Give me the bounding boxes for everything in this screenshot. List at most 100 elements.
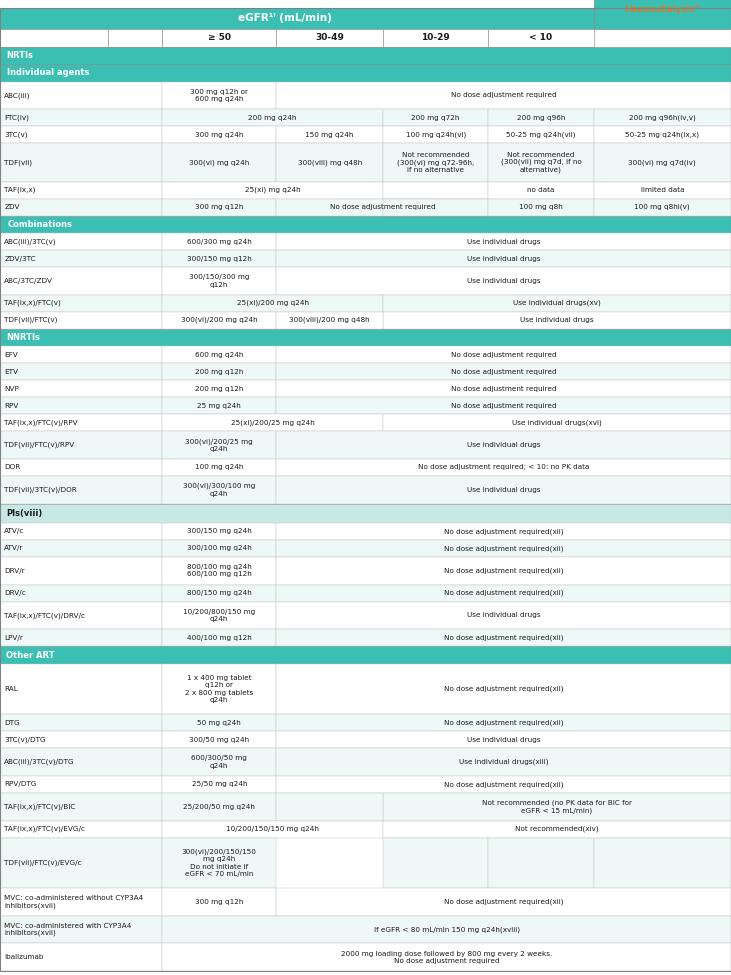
FancyBboxPatch shape <box>276 748 731 776</box>
Text: 200 mg q72h: 200 mg q72h <box>412 115 460 121</box>
Text: 300(vi) mg q24h: 300(vi) mg q24h <box>189 159 249 166</box>
Text: No dose adjustment required: No dose adjustment required <box>451 386 556 392</box>
Text: ZDV/3TC: ZDV/3TC <box>4 255 36 261</box>
FancyBboxPatch shape <box>0 731 162 748</box>
Text: limited data: limited data <box>640 187 684 193</box>
FancyBboxPatch shape <box>276 459 731 476</box>
Text: NVP: NVP <box>4 386 19 392</box>
Text: DRV/c: DRV/c <box>4 590 26 596</box>
Text: Use individual drugs: Use individual drugs <box>467 239 540 245</box>
Text: DTG: DTG <box>4 720 20 725</box>
Text: 50-25 mg q24h(ix,x): 50-25 mg q24h(ix,x) <box>625 132 700 138</box>
Text: No dose adjustment required: No dose adjustment required <box>451 93 556 98</box>
Text: No dose adjustment required(xii): No dose adjustment required(xii) <box>444 528 564 534</box>
Text: LPV/r: LPV/r <box>4 635 23 641</box>
Text: Not recommended (no PK data for BIC for
eGFR < 15 mL/min): Not recommended (no PK data for BIC for … <box>482 800 632 814</box>
Text: Individual agents: Individual agents <box>7 68 90 77</box>
FancyBboxPatch shape <box>276 776 731 793</box>
FancyBboxPatch shape <box>162 414 383 431</box>
Text: 800/150 mg q24h: 800/150 mg q24h <box>187 590 251 596</box>
Text: 150 mg q24h: 150 mg q24h <box>306 132 354 137</box>
Text: No dose adjustment required(xii): No dose adjustment required(xii) <box>444 781 564 788</box>
Text: 25(xi)/200 mg q24h: 25(xi)/200 mg q24h <box>237 300 308 306</box>
Text: RPV/DTG: RPV/DTG <box>4 781 37 788</box>
FancyBboxPatch shape <box>162 250 276 267</box>
FancyBboxPatch shape <box>0 29 108 47</box>
FancyBboxPatch shape <box>276 431 731 459</box>
Text: 100 mg q24h: 100 mg q24h <box>195 464 243 470</box>
Text: eGFR¹ᴵ (mL/min): eGFR¹ᴵ (mL/min) <box>238 14 332 23</box>
FancyBboxPatch shape <box>0 294 162 312</box>
Text: No dose adjustment required: No dose adjustment required <box>451 369 556 374</box>
Text: No dose adjustment required(xii): No dose adjustment required(xii) <box>444 545 564 552</box>
Text: MVC: co-administered with CYP3A4
inhibitors(xvii): MVC: co-administered with CYP3A4 inhibit… <box>4 922 132 936</box>
Text: 3TC(v)/DTG: 3TC(v)/DTG <box>4 736 46 743</box>
FancyBboxPatch shape <box>0 199 162 215</box>
FancyBboxPatch shape <box>0 267 162 294</box>
Text: Use individual drugs: Use individual drugs <box>467 278 540 284</box>
FancyBboxPatch shape <box>0 503 731 523</box>
Text: RAL: RAL <box>4 686 18 692</box>
FancyBboxPatch shape <box>488 29 594 47</box>
Text: 25 mg q24h: 25 mg q24h <box>197 403 241 409</box>
FancyBboxPatch shape <box>276 250 731 267</box>
FancyBboxPatch shape <box>383 181 488 199</box>
Text: TDF(vii)/FTC(v)/EVG/c: TDF(vii)/FTC(v)/EVG/c <box>4 860 82 866</box>
FancyBboxPatch shape <box>162 109 383 127</box>
FancyBboxPatch shape <box>162 838 276 888</box>
Text: Use individual drugs: Use individual drugs <box>467 612 540 618</box>
FancyBboxPatch shape <box>594 181 731 199</box>
FancyBboxPatch shape <box>594 109 731 127</box>
Text: TAF(ix,x)/FTC(v)/EVG/c: TAF(ix,x)/FTC(v)/EVG/c <box>4 826 86 833</box>
Text: MVC: co-administered without CYP3A4
inhibitors(xvii): MVC: co-administered without CYP3A4 inhi… <box>4 895 143 909</box>
Text: ATV/c: ATV/c <box>4 528 25 534</box>
FancyBboxPatch shape <box>383 294 731 312</box>
Text: 300/150/300 mg
q12h: 300/150/300 mg q12h <box>189 274 249 288</box>
Text: Use individual drugs: Use individual drugs <box>467 487 540 492</box>
Text: 10/200/800/150 mg
q24h: 10/200/800/150 mg q24h <box>183 608 255 622</box>
FancyBboxPatch shape <box>162 294 383 312</box>
FancyBboxPatch shape <box>0 557 162 585</box>
FancyBboxPatch shape <box>276 585 731 602</box>
Text: 600 mg q24h: 600 mg q24h <box>195 352 243 358</box>
FancyBboxPatch shape <box>276 523 731 540</box>
FancyBboxPatch shape <box>594 0 731 29</box>
FancyBboxPatch shape <box>0 181 162 199</box>
Text: 300 mg q12h: 300 mg q12h <box>195 204 243 210</box>
FancyBboxPatch shape <box>594 199 731 215</box>
FancyBboxPatch shape <box>276 715 731 731</box>
Text: 100 mg q8h: 100 mg q8h <box>519 204 563 210</box>
FancyBboxPatch shape <box>276 731 731 748</box>
FancyBboxPatch shape <box>162 793 276 821</box>
Text: Not recommended
(300(vii) mg q7d, if no
alternative): Not recommended (300(vii) mg q7d, if no … <box>501 152 581 174</box>
Text: No dose adjustment required: No dose adjustment required <box>451 352 556 358</box>
FancyBboxPatch shape <box>488 143 594 181</box>
FancyBboxPatch shape <box>0 602 162 629</box>
FancyBboxPatch shape <box>276 602 731 629</box>
FancyBboxPatch shape <box>0 459 162 476</box>
FancyBboxPatch shape <box>276 346 731 364</box>
FancyBboxPatch shape <box>0 585 162 602</box>
FancyBboxPatch shape <box>383 109 488 127</box>
Text: 800/100 mg q24h
600/100 mg q12h: 800/100 mg q24h 600/100 mg q12h <box>187 565 251 577</box>
FancyBboxPatch shape <box>162 629 276 646</box>
Text: no data: no data <box>527 187 555 193</box>
FancyBboxPatch shape <box>0 346 162 364</box>
FancyBboxPatch shape <box>276 82 731 109</box>
FancyBboxPatch shape <box>0 646 731 664</box>
FancyBboxPatch shape <box>162 664 276 715</box>
FancyBboxPatch shape <box>276 267 731 294</box>
FancyBboxPatch shape <box>276 629 731 646</box>
FancyBboxPatch shape <box>0 215 731 233</box>
Text: Ibalizumab: Ibalizumab <box>4 955 44 960</box>
FancyBboxPatch shape <box>162 380 276 397</box>
FancyBboxPatch shape <box>162 821 383 838</box>
FancyBboxPatch shape <box>488 109 594 127</box>
Text: No dose adjustment required: No dose adjustment required <box>451 403 556 409</box>
FancyBboxPatch shape <box>162 346 276 364</box>
FancyBboxPatch shape <box>0 715 162 731</box>
FancyBboxPatch shape <box>0 629 162 646</box>
Text: No dose adjustment required(xii): No dose adjustment required(xii) <box>444 635 564 641</box>
FancyBboxPatch shape <box>594 143 731 181</box>
Text: TAF(ix,x)/FTC(v)/BIC: TAF(ix,x)/FTC(v)/BIC <box>4 803 76 810</box>
